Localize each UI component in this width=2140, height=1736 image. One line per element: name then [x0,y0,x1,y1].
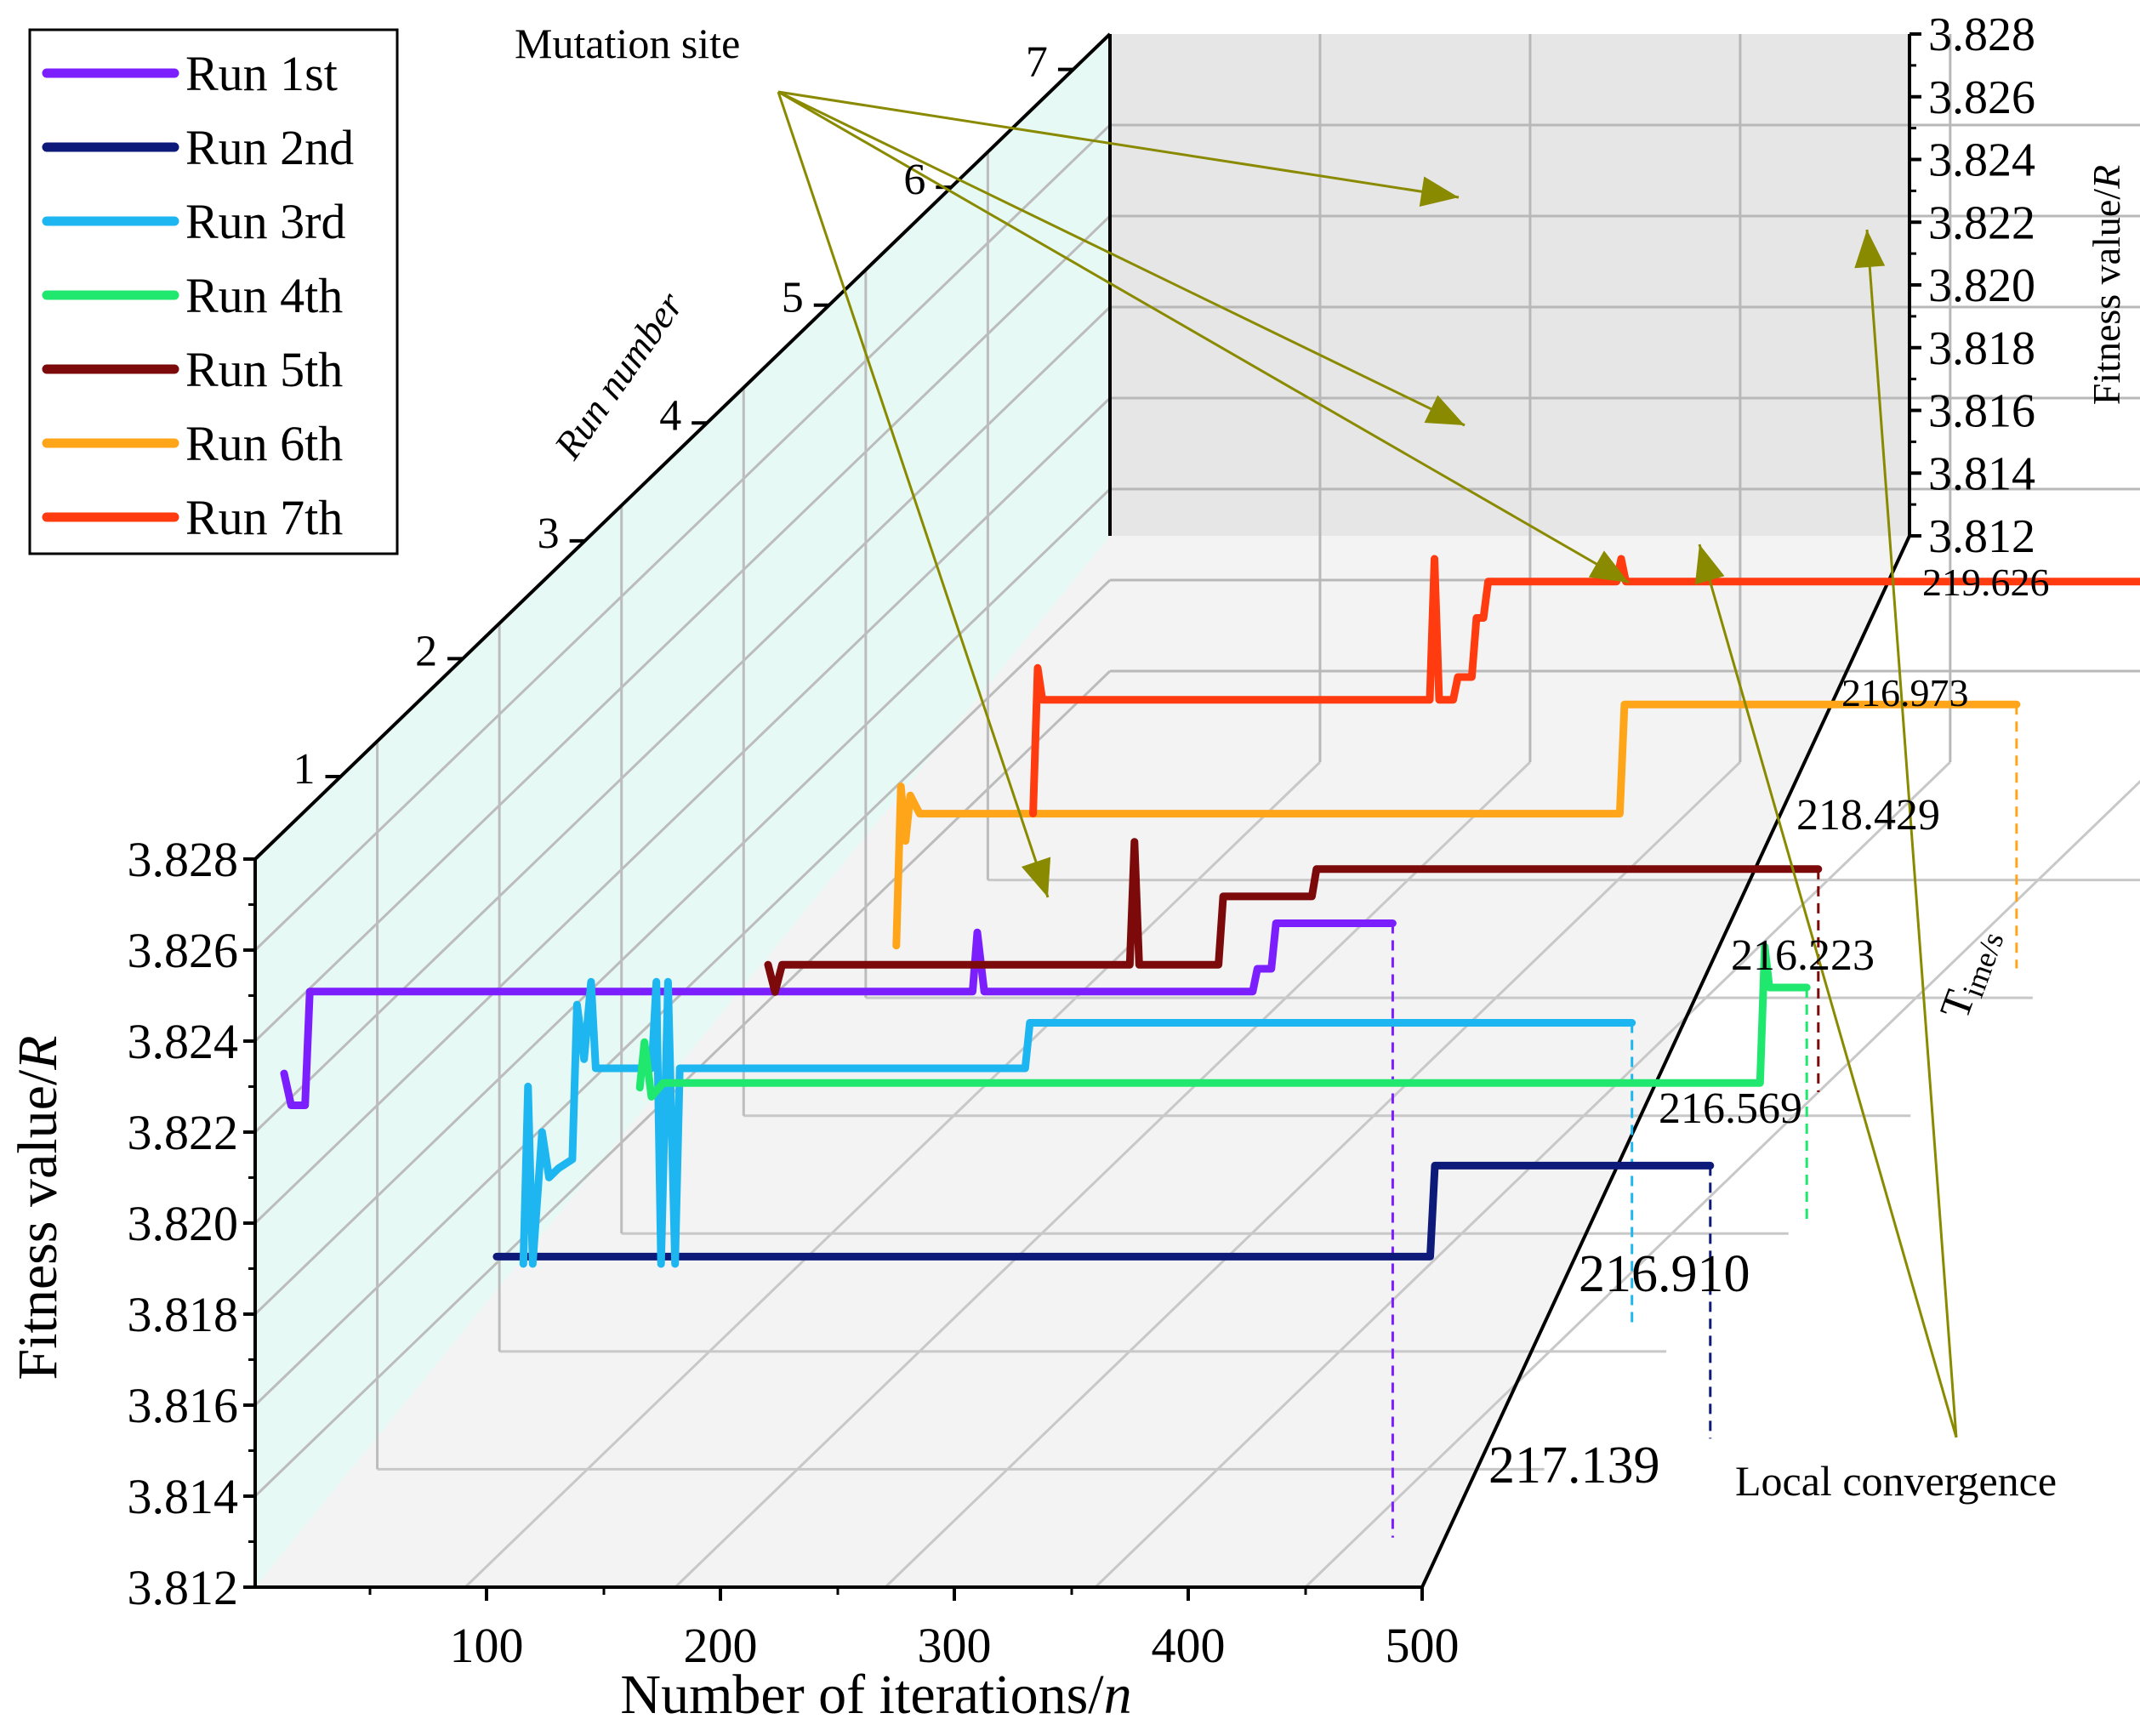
legend-label-run-4: Run 4th [185,268,343,323]
left-y-tick-label: 3.824 [128,1014,239,1069]
left-y-tick-label: 3.816 [128,1378,239,1433]
left-y-tick-label: 3.814 [128,1469,239,1524]
series-line-run-6 [892,700,2021,950]
left-grid-y [253,487,1112,1316]
right-y-tick-label: 3.812 [1928,510,2035,563]
legend-label-run-3: Run 3rd [185,194,346,249]
right-y-tick-label: 3.826 [1928,71,2035,124]
z-tick-label: 7 [1026,38,1048,87]
floor-grid-x [1094,760,1951,1589]
legend-label-run-1: Run 1st [185,46,338,101]
time-label-run-7: 219.626 [1922,561,2050,604]
right-y-tick-label: 3.824 [1928,134,2035,187]
time-label-run-6: 216.973 [1841,671,1969,714]
legend-label-run-5: Run 5th [185,342,343,397]
left-y-axis-title: Fitness value/R [7,1035,69,1380]
time-label-run-4: 216.223 [1731,931,1875,980]
local-arrow-run-4 [1698,544,1958,1438]
axis-ticks [243,32,1921,1601]
left-y-tick-label: 3.820 [128,1196,239,1251]
right-y-tick-label: 3.816 [1928,385,2035,438]
z-tick-label: 1 [293,745,316,794]
floor-fill [255,536,1909,1587]
tick-labels: 3.812 3.814 3.816 3.818 3.820 3.822 3.824 3.826… [128,9,2050,1673]
back-wall-fill [1110,34,1909,536]
left-grid-y [253,214,1112,1043]
annotation-arrows [777,90,1958,1438]
z-tick-label: 4 [659,391,681,440]
mutation-arrow-run-5 [777,90,1466,427]
left-y-tick-label: 3.826 [128,923,239,978]
floor-grid-x [884,760,1741,1589]
right-y-tick-label: 3.814 [1928,447,2035,500]
right-y-tick-label: 3.820 [1928,259,2035,312]
x-tick-label: 300 [918,1618,992,1673]
x-tick-label: 200 [684,1618,758,1673]
left-grid-y [253,396,1112,1225]
x-axis-title: Number of iterations/n [620,1664,1131,1726]
right-y-tick-label: 3.818 [1928,322,2035,375]
legend-label-run-2: Run 2nd [185,120,354,175]
time-label-run-2: 216.910 [1579,1245,1750,1303]
series-line-run-2 [492,1161,1715,1261]
legend-label-run-6: Run 6th [185,416,343,471]
x-tick-label: 500 [1386,1618,1460,1673]
left-y-tick-label: 3.818 [128,1287,239,1342]
local-arrow-run-4-head [1694,544,1725,585]
mutation-arrow-run-7-head [1419,176,1459,208]
z-tick-label: 2 [415,627,437,675]
z-tick-label: 3 [538,509,560,558]
mutation-arrow-run-1-head [1021,857,1051,897]
local-arrow-run-7 [1865,229,1958,1438]
mutation-arrow-run-4-head [1588,550,1629,583]
local-arrow-run-7-head [1854,230,1886,269]
mutation-arrow-run-7 [777,90,1460,199]
floor-grid-x [464,760,1322,1589]
series-line-run-4 [635,942,1811,1101]
legend-label-run-7: Run 7th [185,490,343,545]
left-y-tick-label: 3.828 [128,832,239,887]
local-convergence-label: Local convergence [1735,1457,2057,1505]
z-tick-label: 6 [903,156,925,204]
legend: Run 1st Run 2nd Run 3rd Run 4th Run 5th Run 6… [28,28,399,555]
time-label-run-1: 217.139 [1488,1437,1660,1494]
time-label-run-3: 216.569 [1659,1084,1802,1133]
time-label-run-5: 218.429 [1796,791,1940,840]
series-line-run-5 [764,838,1823,996]
mutation-site-label: Mutation site [515,20,740,67]
left-y-tick-label: 3.812 [128,1560,239,1615]
mutation-arrow-run-5-head [1424,395,1465,425]
x-tick-label: 400 [1152,1618,1226,1673]
left-grid-y [253,123,1112,952]
series-line-run-3 [519,977,1636,1268]
left-y-tick-label: 3.822 [128,1105,239,1160]
mutation-arrow-run-1 [777,91,1050,898]
x-tick-label: 100 [450,1618,524,1673]
right-y-axis-title: Fitness value/R [2085,165,2128,405]
z-tick-label: 5 [782,274,804,322]
right-y-tick-label: 3.828 [1928,9,2035,61]
right-y-tick-label: 3.822 [1928,196,2035,249]
grid-lines [253,34,2140,1589]
mutation-arrow-run-4 [777,90,1630,584]
floor-grid-x [674,760,1531,1589]
